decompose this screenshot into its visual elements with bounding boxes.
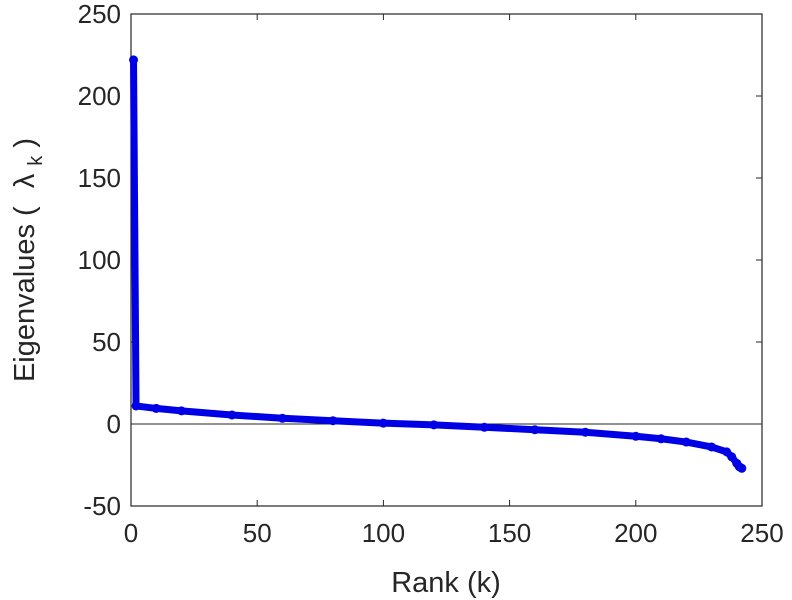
y-axis-label-symbol: λ — [9, 173, 41, 188]
y-tick-label: 0 — [107, 409, 121, 439]
y-tick-label: 100 — [78, 245, 121, 275]
x-tick-label: 250 — [740, 518, 783, 548]
x-tick-label: 100 — [362, 518, 405, 548]
y-tick-label: -50 — [83, 491, 121, 521]
data-point — [727, 452, 737, 462]
y-axis-label-subscript: k — [25, 155, 47, 166]
x-tick-label: 0 — [124, 518, 138, 548]
data-point — [129, 55, 139, 65]
svg-text:Eigenvalues ( λ k: Eigenvalues ( λ k ) — [9, 138, 49, 382]
data-point — [328, 416, 338, 426]
data-point — [737, 463, 747, 473]
data-point — [656, 434, 666, 444]
y-axis-label: Eigenvalues ( λ k ) — [9, 138, 49, 382]
data-point — [277, 413, 287, 423]
data-point — [681, 437, 691, 447]
series-layer — [129, 55, 747, 473]
y-tick-label: 50 — [92, 327, 121, 357]
x-tick-label: 200 — [614, 518, 657, 548]
data-point — [580, 427, 590, 437]
x-tick-label: 150 — [488, 518, 531, 548]
data-point — [530, 425, 540, 435]
data-point — [176, 406, 186, 416]
data-point — [378, 418, 388, 428]
x-axis-label: Rank (k) — [391, 567, 501, 599]
data-point — [429, 420, 439, 430]
y-axis-label-close: ) — [9, 138, 41, 148]
data-point — [631, 431, 641, 441]
y-tick-label: 150 — [78, 163, 121, 193]
data-point — [227, 410, 237, 420]
y-tick-label: 250 — [78, 0, 121, 29]
y-tick-label: 200 — [78, 81, 121, 111]
data-point — [151, 403, 161, 413]
plot-frame — [130, 13, 763, 507]
x-tick-label: 50 — [243, 518, 272, 548]
data-point — [131, 401, 141, 411]
data-point — [479, 422, 489, 432]
data-point — [707, 442, 717, 452]
y-axis-label-text: Eigenvalues ( — [9, 206, 41, 382]
